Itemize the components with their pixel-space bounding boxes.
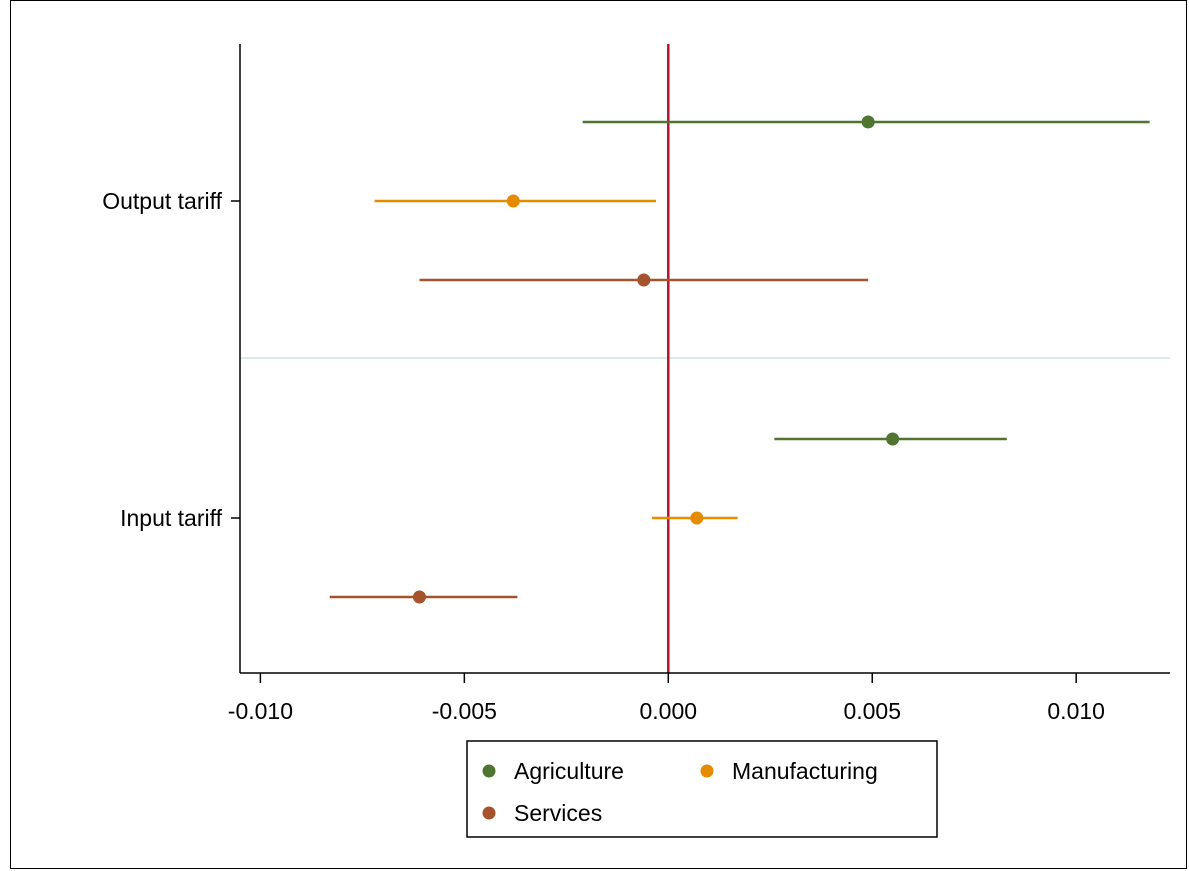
- x-tick-label: 0.000: [640, 698, 698, 724]
- chart-frame: [10, 0, 1187, 869]
- x-ticks: -0.010 -0.005 0.000 0.005 0.010: [228, 673, 1105, 724]
- legend-items: Agriculture Manufacturing Services: [482, 758, 878, 826]
- y-ticks: Output tariff Input tariff: [102, 188, 240, 531]
- legend-label: Services: [514, 800, 602, 826]
- plot-area: [240, 44, 1170, 673]
- y-tick-label: Output tariff: [102, 188, 222, 214]
- x-tick-label: 0.010: [1047, 698, 1105, 724]
- data-marks: [329, 115, 1150, 604]
- legend-box: [466, 740, 938, 838]
- legend-label: Agriculture: [514, 758, 624, 784]
- legend: Agriculture Manufacturing Services: [466, 740, 938, 838]
- x-tick-label: -0.005: [432, 698, 497, 724]
- legend-label: Manufacturing: [732, 758, 878, 784]
- x-tick-label: -0.010: [228, 698, 293, 724]
- x-tick-label: 0.005: [843, 698, 901, 724]
- point-estimate: [886, 432, 900, 446]
- axes: Output tariff Input tariff -0.010 -0.005 0.…: [102, 44, 1170, 724]
- point-estimate: [637, 273, 651, 287]
- point-estimate: [861, 115, 875, 129]
- legend-marker: [700, 764, 714, 778]
- point-estimate: [506, 194, 520, 208]
- point-estimate: [412, 590, 426, 604]
- y-tick-label: Input tariff: [120, 505, 222, 531]
- point-estimate: [690, 511, 704, 525]
- legend-marker: [482, 806, 496, 820]
- legend-marker: [482, 764, 496, 778]
